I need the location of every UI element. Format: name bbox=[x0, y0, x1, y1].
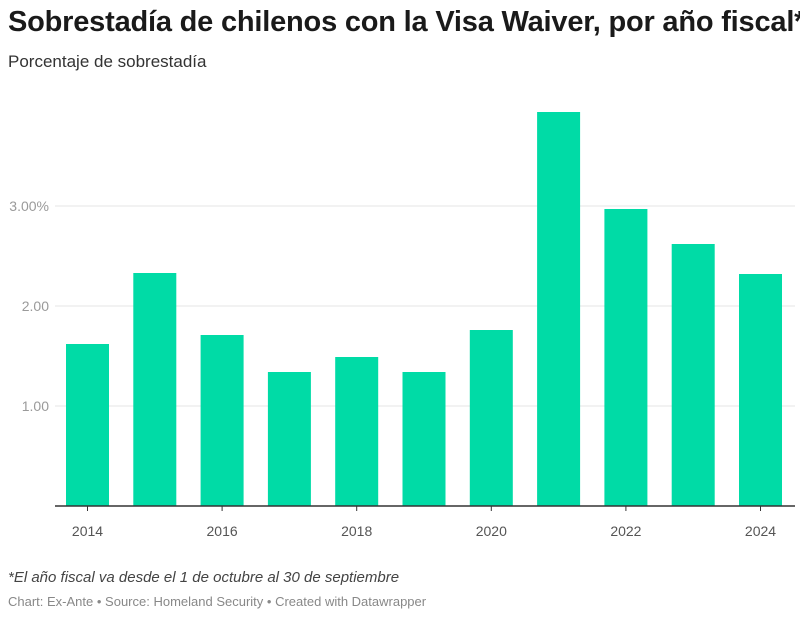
footer-separator: • bbox=[93, 594, 106, 609]
chart-subtitle: Porcentaje de sobrestadía bbox=[8, 52, 207, 71]
bar-2020[interactable] bbox=[469, 330, 513, 506]
bar-2023[interactable] bbox=[671, 244, 715, 506]
y-tick-label: 2.00 bbox=[22, 298, 49, 314]
x-tick-label: 2014 bbox=[72, 523, 103, 539]
axes: 1.00 2.00 3.00% 2014 2016 2018 2020 2022 2024 bbox=[9, 198, 795, 539]
fiscal-year-note: *El año fiscal va desde el 1 de octubre … bbox=[8, 569, 400, 586]
footer-source-credit[interactable]: Source: Homeland Security bbox=[105, 594, 264, 609]
bar-2024[interactable] bbox=[739, 274, 782, 506]
bar-2014[interactable] bbox=[66, 344, 109, 506]
x-tick-label: 2016 bbox=[207, 523, 238, 539]
bar-2019[interactable] bbox=[402, 372, 446, 506]
bars bbox=[66, 112, 782, 506]
bar-2022[interactable] bbox=[604, 209, 648, 506]
footer-created-credit[interactable]: Created with Datawrapper bbox=[275, 594, 427, 609]
bar-2017[interactable] bbox=[267, 372, 311, 506]
bar-2018[interactable] bbox=[335, 357, 379, 506]
y-tick-label: 1.00 bbox=[22, 398, 49, 414]
footer-chart-credit[interactable]: Chart: Ex-Ante bbox=[8, 594, 94, 609]
x-tick-label: 2018 bbox=[341, 523, 372, 539]
bar-2016[interactable] bbox=[200, 335, 244, 506]
chart-title: Sobrestadía de chilenos con la Visa Waiv… bbox=[8, 6, 800, 38]
bar-2015[interactable] bbox=[133, 273, 177, 506]
bar-2021[interactable] bbox=[537, 112, 581, 506]
x-tick-label: 2020 bbox=[476, 523, 507, 539]
x-tick-label: 2022 bbox=[610, 523, 641, 539]
footer-credits: Chart: Ex-Ante • Source: Homeland Securi… bbox=[8, 594, 426, 609]
x-tick-label: 2024 bbox=[745, 523, 776, 539]
y-tick-label: 3.00% bbox=[9, 198, 49, 214]
footer-separator: • bbox=[263, 594, 276, 609]
